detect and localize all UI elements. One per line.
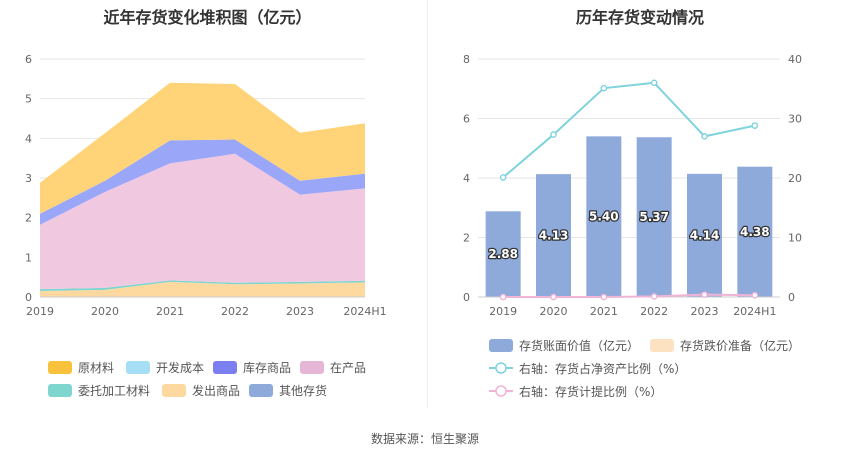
right-chart-title: 历年存货变动情况 (575, 8, 704, 27)
left-chart-title: 近年存货变化堆积图（亿元） (103, 8, 312, 27)
area-委托加工材料 (40, 280, 365, 292)
legend-swatch (300, 360, 324, 374)
bar (687, 173, 722, 297)
x-tick-label: 2019 (26, 305, 54, 318)
line-point (600, 293, 608, 301)
y-tick-label: 5 (25, 93, 32, 106)
line-series (502, 81, 756, 179)
legend-label: 发出商品 (192, 383, 241, 398)
line-point (701, 291, 708, 298)
y-tick-label: 4 (463, 172, 470, 185)
y-tick-label: 2 (463, 232, 470, 245)
bar (536, 174, 571, 297)
area-在产品 (40, 153, 365, 290)
y2-tick-label: 20 (788, 172, 802, 185)
line-point (751, 122, 759, 129)
legend-label: 右轴：存货计提比例（%） (519, 384, 663, 399)
legend-label: 委托加工材料 (78, 383, 151, 398)
legend-item[interactable]: 存货账面价值（亿元） (489, 336, 639, 354)
legend-swatch (489, 362, 513, 374)
line-point (499, 174, 507, 181)
legend-label: 其他存货 (279, 383, 328, 398)
legend-swatch (489, 385, 513, 397)
panel-divider (427, 0, 428, 408)
bar-value-label: 5.40 (589, 210, 619, 224)
x-tick-label: 2023 (286, 305, 314, 318)
y-tick-label: 8 (463, 53, 470, 66)
x-tick-label: 2020 (540, 305, 568, 318)
line-point (751, 291, 759, 299)
area-库存商品 (40, 139, 365, 225)
line-point (550, 293, 557, 301)
legend-swatch (650, 338, 674, 352)
bar-value-label: 4.13 (539, 229, 569, 243)
y-tick-label: 6 (25, 53, 32, 66)
x-tick-label: 2024H1 (733, 305, 776, 318)
legend-item[interactable]: 库存商品 (213, 358, 291, 376)
y-tick-label: 1 (25, 251, 32, 264)
bar (485, 211, 521, 297)
y-tick-label: 6 (463, 113, 470, 126)
legend-item[interactable]: 开发成本 (126, 358, 204, 376)
legend-label: 库存商品 (243, 360, 292, 375)
y-tick-label: 4 (25, 132, 32, 145)
line-series (503, 293, 755, 298)
bar-value-label: 4.14 (690, 228, 720, 242)
legend-item[interactable]: 右轴：存货占净资产比例（%） (489, 359, 686, 377)
bar (586, 136, 622, 297)
line-point (550, 131, 557, 138)
legend-swatch (126, 360, 150, 374)
data-source: 数据来源：恒生聚源 (370, 432, 479, 446)
line-point (701, 133, 708, 140)
legend-item[interactable]: 委托加工材料 (48, 381, 150, 399)
x-tick-label: 2022 (640, 305, 668, 318)
legend-item[interactable]: 右轴：存货计提比例（%） (489, 382, 662, 400)
y2-tick-label: 30 (788, 113, 802, 126)
legend-label: 原材料 (78, 360, 115, 375)
stacked-area-chart: 0 1 2 3 4 5 6 2019 2020 2021 2022 2023 2024H1 (25, 53, 387, 318)
legend-label: 右轴：存货占净资产比例（%） (519, 361, 687, 376)
bar (737, 166, 773, 297)
y-tick-label: 0 (25, 291, 32, 304)
legend-swatch (48, 383, 72, 397)
legend-label: 在产品 (330, 360, 367, 375)
x-tick-label: 2021 (590, 305, 618, 318)
bar-value-label: 4.38 (740, 225, 770, 239)
legend-item[interactable]: 存货跌价准备（亿元） (650, 336, 800, 354)
x-tick-label: 2022 (221, 305, 249, 318)
x-tick-label: 2021 (156, 305, 184, 318)
legend-label: 开发成本 (156, 360, 205, 375)
bar (636, 137, 672, 297)
legend-swatch (489, 338, 513, 352)
legend-item[interactable]: 其他存货 (249, 381, 327, 399)
x-tick-label: 2024H1 (343, 305, 386, 318)
line-point (650, 293, 658, 300)
legend-item[interactable]: 原材料 (48, 358, 114, 376)
y-tick-label: 3 (25, 172, 32, 185)
x-tick-label: 2020 (91, 305, 119, 318)
legend-swatch (162, 383, 186, 397)
legend-swatch (48, 360, 72, 374)
y2-tick-label: 10 (788, 232, 802, 245)
area-发出商品 (40, 281, 365, 297)
line-point (600, 84, 608, 92)
bar-value-label: 2.88 (488, 247, 518, 261)
x-tick-label: 2019 (489, 305, 517, 318)
bar-line-chart: 0 2 4 6 8 0 10 20 30 40 2.88 4.13 5.40 5.37 4.14 4.38 20… (463, 53, 802, 318)
legend-swatch (249, 383, 273, 397)
legend-swatch (213, 360, 237, 374)
legend-item[interactable]: 在产品 (300, 358, 366, 376)
legend-label: 存货账面价值（亿元） (519, 338, 640, 353)
area-原材料 (40, 82, 365, 214)
bar-value-label: 5.37 (639, 210, 669, 224)
line-point (499, 293, 507, 301)
legend-label: 存货跌价准备（亿元） (680, 338, 801, 353)
y-tick-label: 2 (25, 212, 32, 225)
line-point (650, 79, 658, 87)
y-tick-label: 0 (463, 291, 470, 304)
legend-item[interactable]: 发出商品 (162, 381, 240, 399)
y2-tick-label: 0 (788, 291, 795, 304)
x-tick-label: 2023 (691, 305, 719, 318)
y2-tick-label: 40 (788, 53, 802, 66)
